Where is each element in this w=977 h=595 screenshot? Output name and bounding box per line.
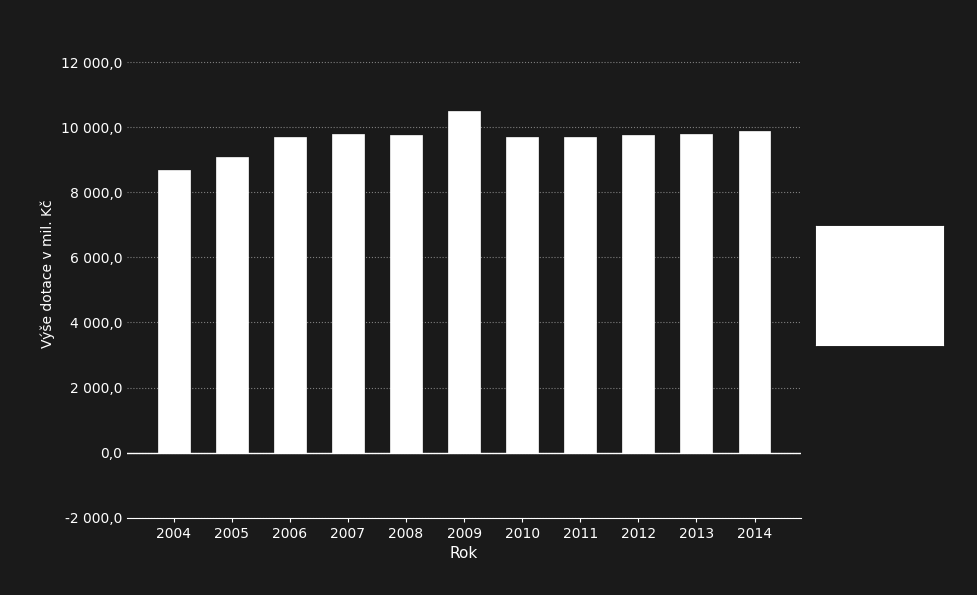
Bar [390, 136, 422, 453]
Bar [216, 156, 248, 453]
Bar [680, 134, 712, 453]
Bar [274, 137, 306, 453]
X-axis label: Rok: Rok [450, 546, 478, 561]
Bar [448, 111, 480, 453]
Bar [739, 130, 771, 453]
Bar [565, 137, 596, 453]
Bar [622, 136, 655, 453]
Bar [157, 170, 190, 453]
Bar [332, 134, 363, 453]
Bar [506, 137, 538, 453]
Y-axis label: Výše dotace v mil. Kč: Výše dotace v mil. Kč [41, 199, 56, 348]
